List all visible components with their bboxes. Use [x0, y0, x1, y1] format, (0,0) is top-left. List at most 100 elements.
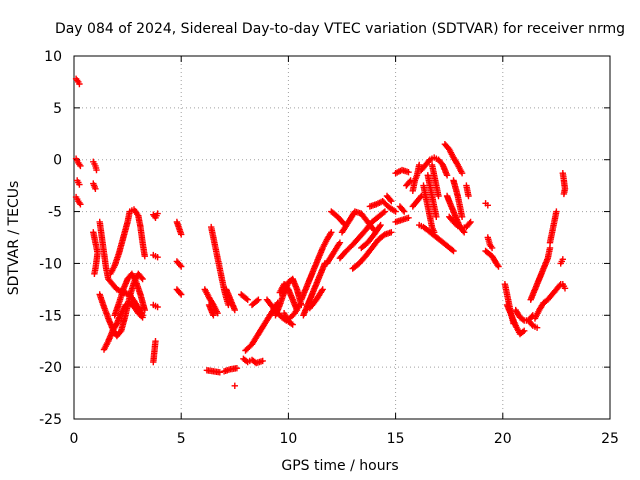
y-tick-label: 0 [53, 153, 62, 169]
series-sat-bc [424, 172, 440, 220]
data-point-markers [409, 161, 423, 194]
y-tick-label: -5 [48, 205, 62, 221]
data-point-markers [276, 281, 301, 314]
series-sat-bt [557, 256, 566, 267]
series-sat-ax [409, 161, 423, 194]
y-axis-ticks: -25 -20 -15 -10 -5 0 5 10 [39, 49, 610, 428]
series-sat-a [72, 75, 83, 88]
series-sat-o [150, 301, 161, 311]
series-sat-z [231, 382, 238, 389]
data-point-markers [173, 286, 185, 298]
data-point-markers [441, 141, 466, 177]
series-sat-ab [240, 355, 266, 367]
data-point-markers [559, 170, 569, 198]
data-point-markers [306, 286, 326, 312]
data-point-markers [205, 301, 217, 319]
series-sat-bk [484, 234, 496, 252]
series-sat-w [203, 367, 223, 376]
series-sat-br [531, 281, 564, 322]
series-sat-az [418, 154, 451, 179]
data-point-markers [90, 229, 101, 277]
y-axis-label: SDTVAR / TECUs [6, 181, 22, 296]
y-tick-label: -25 [39, 412, 62, 428]
series-sat-ag [276, 281, 301, 314]
data-point-markers [231, 382, 238, 389]
series-sat-aa [238, 291, 251, 303]
series-sat-am [328, 208, 348, 228]
series-sat-ap [349, 229, 395, 272]
chart-title: Day 084 of 2024, Sidereal Day-to-day VTE… [55, 21, 625, 37]
series-sat-bh [450, 177, 466, 220]
series-sat-ay [409, 192, 425, 210]
series-sat-ar [366, 198, 399, 215]
data-point-markers [90, 180, 99, 192]
data-point-markers [107, 206, 148, 277]
series-sat-bb [420, 182, 438, 236]
data-point-markers [428, 161, 442, 200]
x-tick-label: 25 [601, 431, 619, 447]
series-sat-ao [338, 208, 378, 236]
data-point-markers [446, 213, 474, 232]
data-point-markers [100, 299, 146, 353]
data-point-markers [409, 192, 425, 210]
data-point-markers [150, 338, 159, 366]
series-sat-bi [463, 182, 472, 200]
data-point-markers [559, 281, 569, 292]
data-point-markers [72, 75, 83, 88]
data-point-markers [72, 155, 84, 170]
data-point-markers [531, 281, 564, 322]
series-sat-bl [482, 247, 502, 270]
data-point-markers [525, 317, 541, 331]
data-point-markers [201, 286, 221, 317]
series-sat-k [107, 206, 148, 277]
data-point-markers [173, 218, 185, 238]
series-sat-bp [525, 317, 541, 331]
data-point-markers [403, 177, 414, 189]
series-sat-x [220, 365, 241, 375]
data-point-markers [150, 210, 161, 221]
series-sat-bv [559, 281, 569, 292]
x-axis-ticks: 0 5 10 15 20 25 [70, 56, 619, 447]
data-point-markers [463, 182, 472, 200]
series-sat-bu [559, 170, 569, 198]
data-point-markers [358, 221, 384, 252]
data-point-markers [203, 367, 223, 376]
series-sat-av [392, 166, 412, 177]
data-point-markers [392, 166, 412, 177]
data-point-markers [418, 154, 451, 179]
data-point-markers [484, 234, 496, 252]
series-sat-ad [248, 296, 262, 309]
series-sat-v [205, 301, 217, 319]
series-sat-al [323, 239, 344, 267]
series-sat-l [111, 270, 148, 319]
series-sat-p [150, 338, 159, 366]
data-point-markers [248, 296, 262, 309]
series-sat-at [392, 214, 412, 226]
series-sat-c [74, 177, 83, 188]
axes [73, 55, 611, 420]
data-point-markers [503, 301, 528, 338]
series-sat-r [173, 258, 185, 270]
data-point-markers [482, 200, 491, 209]
data-point-markers [338, 208, 378, 236]
y-tick-label: -20 [39, 360, 62, 376]
series-sat-bg [446, 213, 474, 232]
data-point-markers [416, 221, 457, 255]
series-sat-be [441, 141, 466, 177]
x-axis-label: GPS time / hours [281, 458, 398, 474]
series-sat-aw [403, 177, 414, 189]
data-point-markers [420, 182, 438, 236]
y-tick-label: -10 [39, 256, 62, 272]
data-point-markers [220, 365, 241, 375]
data-point-markers [72, 193, 84, 208]
series-sat-ai [298, 229, 335, 303]
series-sat-u [201, 286, 221, 317]
series-sat-b [72, 155, 84, 170]
data-point-markers [280, 310, 296, 328]
x-tick-label: 0 [70, 431, 79, 447]
data-point-markers [150, 251, 161, 261]
data-point-markers [366, 198, 399, 215]
series-sat-ba [416, 221, 457, 255]
data-point-markers [74, 177, 83, 188]
